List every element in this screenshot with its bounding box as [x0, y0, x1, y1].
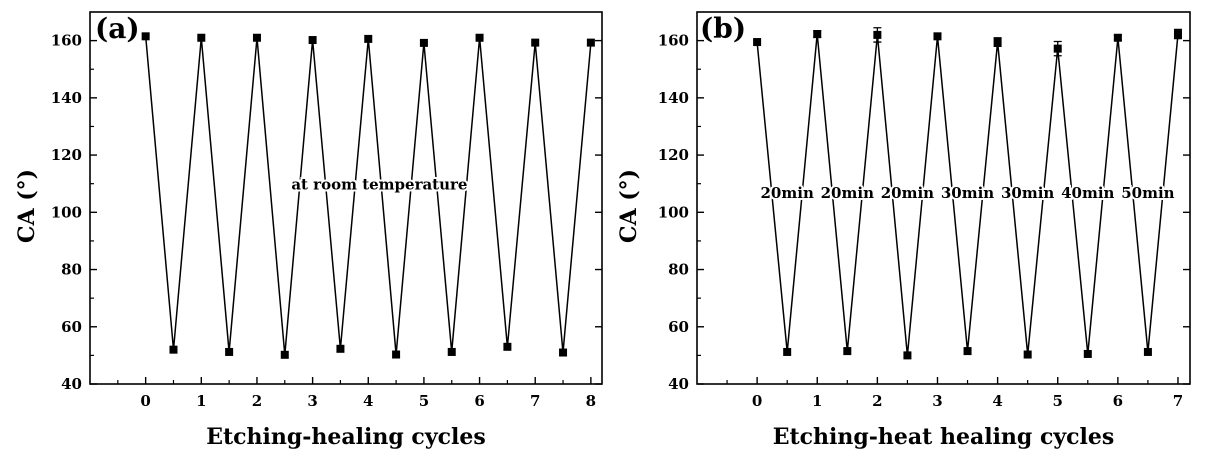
x-tick-label: 4 — [363, 392, 373, 410]
data-point — [1053, 44, 1062, 53]
panel-label: (a) — [95, 12, 140, 45]
data-point — [873, 30, 882, 39]
x-tick-label: 7 — [1173, 392, 1183, 410]
data-point — [225, 347, 234, 356]
data-point — [475, 33, 484, 42]
data-point — [1113, 33, 1122, 42]
y-tick-label: 80 — [61, 261, 82, 279]
x-tick-label: 0 — [752, 392, 762, 410]
data-point — [783, 347, 792, 356]
y-tick-label: 100 — [51, 203, 82, 221]
y-tick-label: 160 — [658, 32, 689, 50]
y-tick-label: 60 — [668, 318, 689, 336]
y-axis-title: CA (°) — [14, 169, 40, 243]
x-tick-label: 8 — [586, 392, 596, 410]
plot-frame — [696, 11, 1191, 385]
y-tick-label: 120 — [658, 146, 689, 164]
plot-frame — [89, 11, 603, 385]
data-point — [419, 38, 428, 47]
data-point — [531, 38, 540, 47]
data-point — [933, 32, 942, 41]
data-point — [169, 345, 178, 354]
y-tick-label: 40 — [668, 375, 689, 393]
data-point — [308, 36, 317, 45]
data-point — [993, 38, 1002, 47]
annotation-label: 50min — [1121, 184, 1174, 202]
annotation-label: 20min — [821, 184, 874, 202]
data-point — [503, 342, 512, 351]
x-tick-label: 6 — [474, 392, 484, 410]
x-tick-label: 0 — [140, 392, 150, 410]
chart-panel-b: 40 60 80 100 120 140 160 0 1 2 3 4 5 6 7 Etching-heat h… — [616, 11, 1191, 450]
series-line — [144, 36, 592, 355]
y-tick-label: 80 — [668, 261, 689, 279]
y-tick-label: 140 — [658, 89, 689, 107]
x-tick-label: 6 — [1113, 392, 1123, 410]
x-tick-label: 3 — [932, 392, 942, 410]
y-tick-label: 160 — [51, 32, 82, 50]
data-point — [141, 32, 150, 41]
data-point — [280, 350, 289, 359]
data-point — [336, 344, 345, 353]
data-point — [813, 30, 822, 39]
annotation-label: 20min — [881, 184, 934, 202]
annotation-label: 30min — [941, 184, 994, 202]
data-point — [1143, 347, 1152, 356]
data-point — [963, 347, 972, 356]
x-tick-label: 1 — [812, 392, 822, 410]
data-point — [586, 38, 595, 47]
y-tick-label: 140 — [51, 89, 82, 107]
annotation-label: 30min — [1001, 184, 1054, 202]
y-tick-label: 40 — [61, 375, 82, 393]
data-point — [1083, 349, 1092, 358]
x-tick-label: 2 — [872, 392, 882, 410]
data-point — [843, 347, 852, 356]
data-point — [252, 33, 261, 42]
x-tick-label: 2 — [252, 392, 262, 410]
data-point — [392, 350, 401, 359]
y-tick-label: 120 — [51, 146, 82, 164]
y-tick-label: 100 — [658, 203, 689, 221]
x-tick-label: 1 — [196, 392, 206, 410]
data-point — [447, 347, 456, 356]
y-axis-title: CA (°) — [616, 169, 642, 243]
x-tick-label: 4 — [992, 392, 1002, 410]
y-tick-label: 60 — [61, 318, 82, 336]
data-point — [753, 38, 762, 47]
data-point — [1173, 30, 1182, 39]
data-point — [364, 34, 373, 43]
x-tick-label: 3 — [307, 392, 317, 410]
annotation-label: 20min — [761, 184, 814, 202]
x-tick-label: 5 — [419, 392, 429, 410]
data-point — [1023, 350, 1032, 359]
x-tick-label: 5 — [1053, 392, 1063, 410]
annotation-label: at room temperature — [291, 175, 467, 193]
chart-panel-a: 40 60 80 100 120 140 160 0 1 2 3 4 5 6 7 8 Etching-heali… — [14, 11, 603, 450]
x-axis-title: Etching-healing cycles — [206, 424, 486, 450]
data-point — [903, 351, 912, 360]
data-point — [559, 348, 568, 357]
x-axis-title: Etching-heat healing cycles — [773, 424, 1115, 450]
panel-label: (b) — [700, 12, 746, 45]
annotation-label: 40min — [1061, 184, 1114, 202]
x-tick-label: 7 — [530, 392, 540, 410]
data-point — [197, 33, 206, 42]
